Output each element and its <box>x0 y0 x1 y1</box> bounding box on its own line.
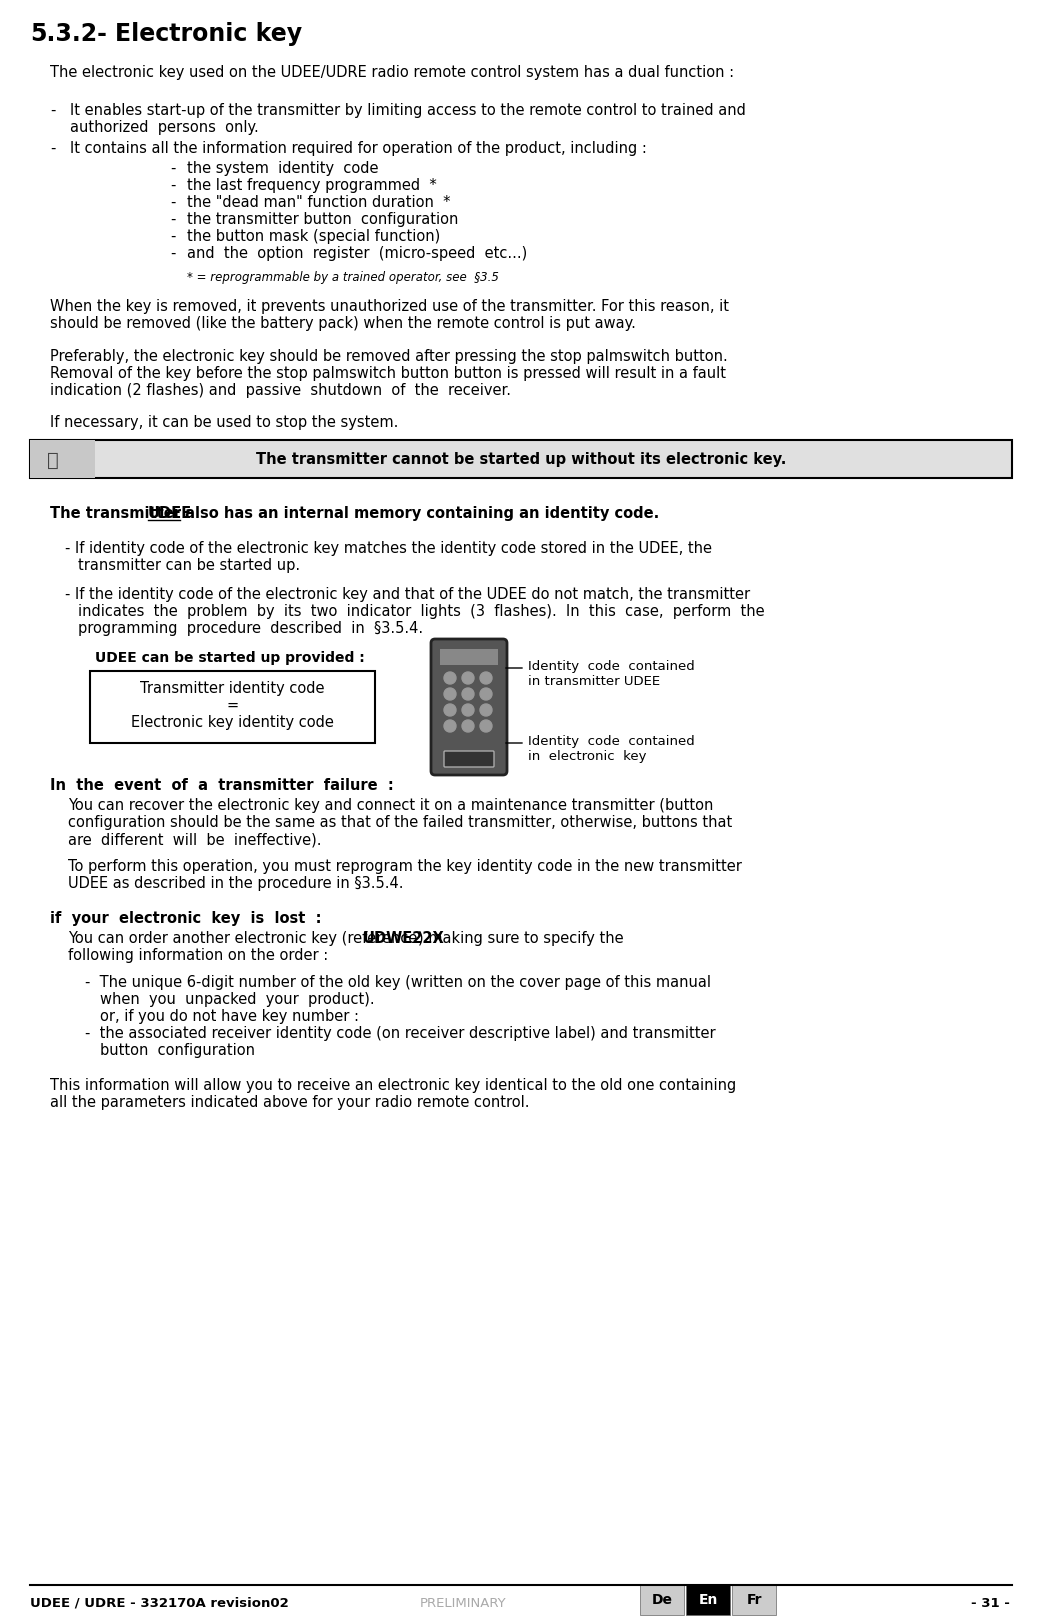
Text: In  the  event  of  a  transmitter  failure  :: In the event of a transmitter failure : <box>50 778 394 793</box>
Text: You can recover the electronic key and connect it on a maintenance transmitter (: You can recover the electronic key and c… <box>68 798 714 812</box>
FancyBboxPatch shape <box>440 649 498 665</box>
Text: or, if you do not have key number :: or, if you do not have key number : <box>100 1010 359 1024</box>
Circle shape <box>444 688 456 701</box>
Text: are  different  will  be  ineffective).: are different will be ineffective). <box>68 832 322 846</box>
Circle shape <box>480 688 492 701</box>
Circle shape <box>480 704 492 717</box>
Text: 5.3.2-: 5.3.2- <box>30 23 107 45</box>
Text: The transmitter: The transmitter <box>50 506 187 521</box>
FancyBboxPatch shape <box>686 1586 730 1615</box>
Text: - 31 -: - 31 - <box>971 1597 1010 1610</box>
FancyBboxPatch shape <box>30 440 95 477</box>
FancyBboxPatch shape <box>30 440 1012 477</box>
Circle shape <box>444 671 456 684</box>
Text: should be removed (like the battery pack) when the remote control is put away.: should be removed (like the battery pack… <box>50 316 636 332</box>
Text: -: - <box>170 212 175 227</box>
Text: UDWE22X: UDWE22X <box>363 930 445 947</box>
Text: authorized  persons  only.: authorized persons only. <box>70 120 258 134</box>
Text: -: - <box>50 141 55 155</box>
FancyBboxPatch shape <box>444 751 494 767</box>
Text: all the parameters indicated above for your radio remote control.: all the parameters indicated above for y… <box>50 1095 529 1110</box>
Text: transmitter can be started up.: transmitter can be started up. <box>78 558 300 573</box>
Text: the transmitter button  configuration: the transmitter button configuration <box>187 212 458 227</box>
Text: -: - <box>170 162 175 176</box>
Circle shape <box>480 720 492 731</box>
Text: -  the associated receiver identity code (on receiver descriptive label) and tra: - the associated receiver identity code … <box>85 1026 716 1040</box>
Text: When the key is removed, it prevents unauthorized use of the transmitter. For th: When the key is removed, it prevents una… <box>50 299 729 314</box>
Text: If necessary, it can be used to stop the system.: If necessary, it can be used to stop the… <box>50 414 398 430</box>
FancyBboxPatch shape <box>731 1586 776 1615</box>
Text: -  The unique 6-digit number of the old key (written on the cover page of this m: - The unique 6-digit number of the old k… <box>85 976 711 990</box>
Text: and  the  option  register  (micro-speed  etc...): and the option register (micro-speed etc… <box>187 246 527 260</box>
Text: if  your  electronic  key  is  lost  :: if your electronic key is lost : <box>50 911 322 925</box>
Text: 🖊: 🖊 <box>47 451 58 469</box>
Text: indicates  the  problem  by  its  two  indicator  lights  (3  flashes).  In  thi: indicates the problem by its two indicat… <box>78 604 765 620</box>
Text: in  electronic  key: in electronic key <box>528 751 646 764</box>
Text: Identity  code  contained: Identity code contained <box>528 660 695 673</box>
Text: indication (2 flashes) and  passive  shutdown  of  the  receiver.: indication (2 flashes) and passive shutd… <box>50 383 511 398</box>
Text: This information will allow you to receive an electronic key identical to the ol: This information will allow you to recei… <box>50 1078 737 1094</box>
Text: - If identity code of the electronic key matches the identity code stored in the: - If identity code of the electronic key… <box>65 540 712 557</box>
Text: the system  identity  code: the system identity code <box>187 162 378 176</box>
Circle shape <box>462 704 474 717</box>
Text: the "dead man" function duration  *: the "dead man" function duration * <box>187 196 450 210</box>
Text: when  you  unpacked  your  product).: when you unpacked your product). <box>100 992 375 1006</box>
Text: En: En <box>698 1594 718 1607</box>
Text: -: - <box>170 246 175 260</box>
Text: programming  procedure  described  in  §3.5.4.: programming procedure described in §3.5.… <box>78 621 423 636</box>
Text: following information on the order :: following information on the order : <box>68 948 328 963</box>
Text: UDEE as described in the procedure in §3.5.4.: UDEE as described in the procedure in §3… <box>68 875 403 892</box>
Text: -: - <box>170 230 175 244</box>
Text: You can order another electronic key (reference: You can order another electronic key (re… <box>68 930 422 947</box>
Circle shape <box>480 671 492 684</box>
Text: The transmitter cannot be started up without its electronic key.: The transmitter cannot be started up wit… <box>256 451 786 466</box>
Text: in transmitter UDEE: in transmitter UDEE <box>528 675 661 688</box>
Text: Removal of the key before the stop palmswitch button button is pressed will resu: Removal of the key before the stop palms… <box>50 366 726 380</box>
Circle shape <box>462 688 474 701</box>
Circle shape <box>462 671 474 684</box>
FancyBboxPatch shape <box>90 671 375 743</box>
Text: * = reprogrammable by a trained operator, see  §3.5: * = reprogrammable by a trained operator… <box>187 270 499 285</box>
Text: configuration should be the same as that of the failed transmitter, otherwise, b: configuration should be the same as that… <box>68 815 733 830</box>
Text: It contains all the information required for operation of the product, including: It contains all the information required… <box>70 141 647 155</box>
Circle shape <box>462 720 474 731</box>
Text: Electronic key: Electronic key <box>115 23 302 45</box>
Text: -: - <box>50 104 55 118</box>
Text: -: - <box>170 178 175 193</box>
Text: also has an internal memory containing an identity code.: also has an internal memory containing a… <box>180 506 660 521</box>
Text: PRELIMINARY: PRELIMINARY <box>420 1597 506 1610</box>
Text: Transmitter identity code: Transmitter identity code <box>141 681 325 696</box>
FancyBboxPatch shape <box>640 1586 684 1615</box>
FancyBboxPatch shape <box>431 639 507 775</box>
Text: To perform this operation, you must reprogram the key identity code in the new t: To perform this operation, you must repr… <box>68 859 742 874</box>
Text: It enables start-up of the transmitter by limiting access to the remote control : It enables start-up of the transmitter b… <box>70 104 746 118</box>
Text: the last frequency programmed  *: the last frequency programmed * <box>187 178 437 193</box>
Text: UDEE: UDEE <box>148 506 192 521</box>
Text: Fr: Fr <box>746 1594 762 1607</box>
Text: Preferably, the electronic key should be removed after pressing the stop palmswi: Preferably, the electronic key should be… <box>50 349 727 364</box>
Text: - If the identity code of the electronic key and that of the UDEE do not match, : - If the identity code of the electronic… <box>65 587 750 602</box>
Text: Identity  code  contained: Identity code contained <box>528 735 695 748</box>
Text: button  configuration: button configuration <box>100 1044 255 1058</box>
Text: the button mask (special function): the button mask (special function) <box>187 230 441 244</box>
Text: ) making sure to specify the: ) making sure to specify the <box>418 930 623 947</box>
Text: -: - <box>170 196 175 210</box>
Text: The electronic key used on the UDEE/UDRE radio remote control system has a dual : The electronic key used on the UDEE/UDRE… <box>50 65 735 79</box>
Text: UDEE / UDRE - 332170A revision02: UDEE / UDRE - 332170A revision02 <box>30 1597 289 1610</box>
Circle shape <box>444 720 456 731</box>
Circle shape <box>444 704 456 717</box>
Text: UDEE can be started up provided :: UDEE can be started up provided : <box>95 650 365 665</box>
Text: De: De <box>651 1594 672 1607</box>
Text: =: = <box>226 697 239 714</box>
Text: Electronic key identity code: Electronic key identity code <box>131 715 333 730</box>
